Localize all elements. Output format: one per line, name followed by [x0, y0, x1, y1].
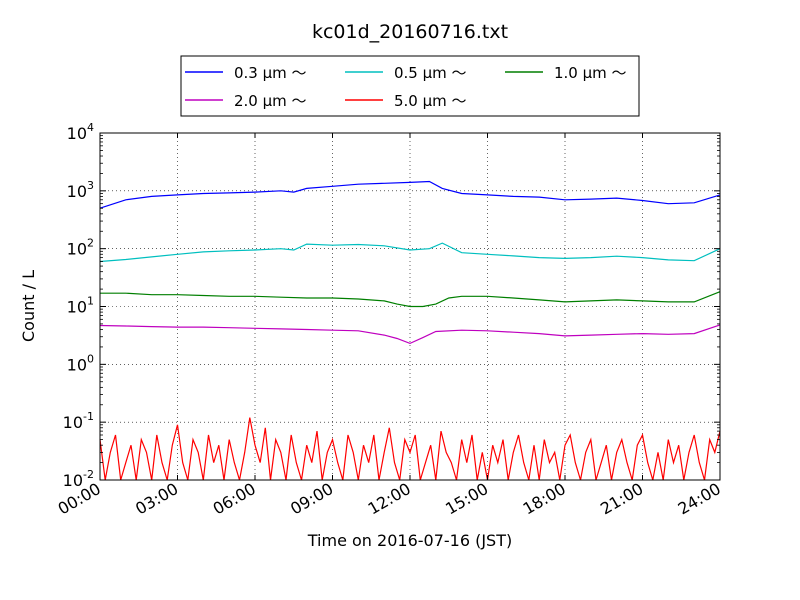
legend: 0.3 μm ～ 0.5 μm ～ 1.0 μm ～ 2.0 μm ～ 5.0 μm ～ — [180, 55, 640, 117]
legend-box — [180, 55, 640, 117]
y-tick-label: 104 — [67, 121, 94, 143]
y-tick-label: 103 — [67, 179, 94, 201]
legend-label-1: 0.5 μm ～ — [394, 64, 467, 82]
chart-title: kc01d_20160716.txt — [312, 21, 508, 43]
series-line-2 — [100, 291, 721, 308]
y-axis-label: Count / L — [19, 270, 38, 342]
series-line-1 — [99, 242, 721, 263]
series-line-3 — [99, 324, 721, 345]
y-tick-labels: 10-2 10-1 100 101 102 103 104 — [63, 121, 94, 490]
ticks — [99, 132, 721, 481]
y-tick-label: 102 — [67, 237, 94, 259]
legend-label-4: 5.0 μm ～ — [394, 92, 467, 110]
legend-label-0: 0.3 μm ～ — [234, 64, 307, 82]
gridlines — [100, 133, 720, 480]
legend-label-3: 2.0 μm ～ — [234, 92, 307, 110]
legend-label-2: 1.0 μm ～ — [554, 64, 627, 82]
x-axis-label: Time on 2016-07-16 (JST) — [307, 531, 512, 550]
y-tick-label: 10-1 — [63, 410, 94, 432]
series-line-0 — [99, 180, 721, 209]
y-tick-label: 10-2 — [63, 468, 94, 490]
y-tick-label: 101 — [67, 295, 94, 317]
y-tick-label: 100 — [67, 352, 94, 374]
